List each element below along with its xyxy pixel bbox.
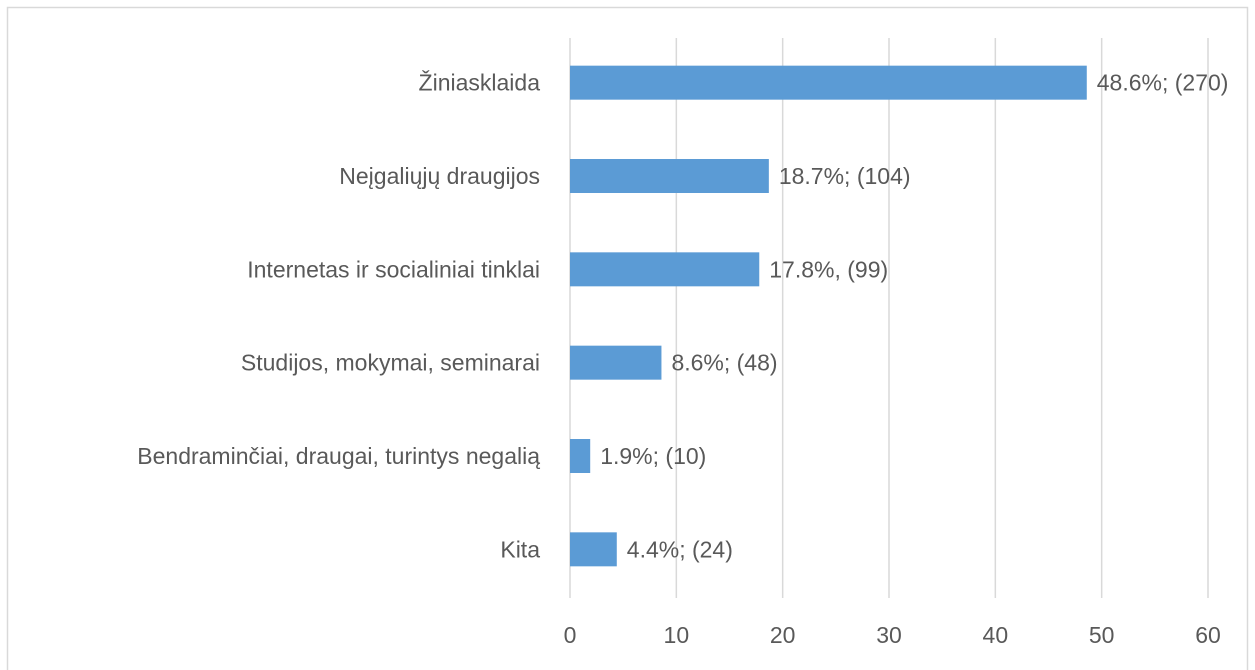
x-tick-label: 10 <box>664 622 690 648</box>
y-tick-label: Internetas ir socialiniai tinklai <box>247 256 540 282</box>
x-tick-label: 50 <box>1089 622 1115 648</box>
data-label: 4.4%; (24) <box>627 536 733 562</box>
data-label: 48.6%; (270) <box>1097 70 1229 96</box>
chart-frame <box>6 6 1249 670</box>
bar <box>570 532 617 567</box>
y-tick-label: Kita <box>500 536 540 562</box>
y-tick-label: Neįgaliųjų draugijos <box>339 163 540 189</box>
y-tick-label: Bendraminčiai, draugai, turintys negalią <box>137 443 540 469</box>
data-label: 17.8%, (99) <box>769 256 888 282</box>
x-tick-label: 30 <box>876 622 902 648</box>
x-tick-label: 0 <box>564 622 577 648</box>
bar <box>570 65 1087 100</box>
x-tick-label: 40 <box>983 622 1009 648</box>
x-tick-label: 60 <box>1195 622 1221 648</box>
y-tick-label: Žiniasklaida <box>419 70 541 96</box>
bar <box>570 159 769 193</box>
data-label: 8.6%; (48) <box>671 350 777 376</box>
bar <box>570 345 662 380</box>
data-label: 18.7%; (104) <box>779 163 911 189</box>
bar <box>570 252 760 287</box>
y-tick-label: Studijos, mokymai, seminarai <box>241 350 540 376</box>
data-label: 1.9%; (10) <box>600 443 706 469</box>
bar <box>570 439 591 473</box>
x-tick-label: 20 <box>770 622 796 648</box>
